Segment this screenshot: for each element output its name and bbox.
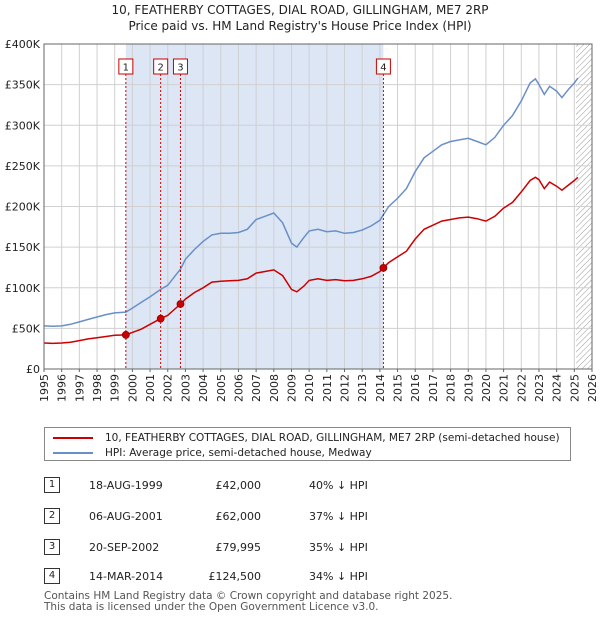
x-tick-label: 2017 — [427, 374, 440, 402]
x-tick-label: 2022 — [515, 374, 528, 402]
x-tick-label: 2012 — [339, 374, 352, 402]
legend-swatch-property — [53, 437, 93, 439]
y-tick-label: £150K — [5, 241, 41, 254]
x-tick-label: 2009 — [285, 374, 298, 402]
x-tick-label: 1996 — [56, 374, 69, 402]
y-tick-label: £50K — [12, 322, 41, 335]
x-tick-label: 2019 — [462, 374, 475, 402]
transaction-number: 4 — [44, 568, 60, 584]
y-tick-label: £100K — [5, 282, 41, 295]
transaction-row: 4 14-MAR-2014 £124,500 34% ↓ HPI — [44, 568, 584, 585]
series-line-property — [43, 176, 579, 345]
sale-marker-label: 2 — [157, 63, 163, 74]
sale-point — [156, 314, 165, 323]
transaction-price: £62,000 — [215, 510, 262, 523]
sale-marker-box — [172, 58, 188, 75]
x-tick-label: 2005 — [215, 374, 228, 402]
y-tick-label: £0 — [26, 363, 40, 376]
x-tick-label: 2007 — [250, 374, 263, 402]
footer-copyright: Contains HM Land Registry data © Crown c… — [44, 590, 453, 602]
x-tick-label: 2020 — [480, 374, 493, 402]
x-tick-label: 2002 — [162, 374, 175, 402]
transaction-hpi-diff: 34% ↓ HPI — [309, 570, 368, 583]
transaction-date: 14-MAR-2014 — [89, 570, 164, 583]
legend-label-hpi: HPI: Average price, semi-detached house,… — [105, 447, 372, 459]
transaction-row: 3 20-SEP-2002 £79,995 35% ↓ HPI — [44, 539, 584, 556]
transaction-price: £79,995 — [215, 541, 262, 554]
x-tick-label: 2024 — [551, 374, 564, 402]
y-tick-label: £400K — [5, 38, 41, 51]
y-tick-label: £200K — [5, 201, 41, 214]
sale-marker-box — [118, 58, 134, 75]
chart-subtitle: Price paid vs. HM Land Registry's House … — [128, 19, 472, 33]
x-tick-label: 2008 — [268, 374, 281, 402]
x-tick-label: 2013 — [356, 374, 369, 402]
x-tick-label: 2004 — [197, 374, 210, 402]
x-tick-label: 2016 — [409, 374, 422, 402]
legend-item-property: 10, FEATHERBY COTTAGES, DIAL ROAD, GILLI… — [53, 431, 560, 445]
sale-marker-box — [153, 58, 169, 75]
chart-title: 10, FEATHERBY COTTAGES, DIAL ROAD, GILLI… — [111, 3, 489, 17]
x-tick-label: 2001 — [144, 374, 157, 402]
legend-item-hpi: HPI: Average price, semi-detached house,… — [53, 446, 372, 460]
x-tick-label: 2025 — [568, 374, 581, 402]
sale-marker-label: 4 — [380, 63, 386, 74]
x-tick-label: 2018 — [445, 374, 458, 402]
series-line-hpi — [43, 77, 579, 328]
transaction-number: 2 — [44, 508, 60, 524]
transaction-date: 18-AUG-1999 — [89, 479, 163, 492]
legend: 10, FEATHERBY COTTAGES, DIAL ROAD, GILLI… — [44, 427, 571, 461]
y-tick-label: £300K — [5, 119, 41, 132]
sale-marker-box — [375, 58, 391, 75]
sale-point — [176, 300, 185, 308]
x-tick-label: 1997 — [73, 374, 86, 402]
x-tick-label: 2015 — [392, 374, 405, 402]
sale-marker-label: 1 — [123, 63, 129, 74]
transaction-number: 3 — [44, 539, 60, 555]
transaction-date: 06-AUG-2001 — [89, 510, 163, 523]
transaction-row: 2 06-AUG-2001 £62,000 37% ↓ HPI — [44, 508, 584, 525]
transaction-row: 1 18-AUG-1999 £42,000 40% ↓ HPI — [44, 477, 584, 494]
x-tick-label: 2014 — [374, 374, 387, 402]
x-tick-label: 2026 — [586, 374, 599, 402]
x-tick-label: 2011 — [321, 374, 334, 402]
legend-swatch-hpi — [53, 452, 93, 454]
legend-label-property: 10, FEATHERBY COTTAGES, DIAL ROAD, GILLI… — [105, 432, 560, 444]
sale-point — [121, 330, 130, 339]
x-tick-label: 2006 — [232, 374, 245, 402]
x-tick-label: 1995 — [38, 374, 51, 402]
price-chart: 1 2 3 4 £0 £50K £100K £150K £200K £250K £300K £350… — [5, 38, 599, 402]
transaction-date: 20-SEP-2002 — [89, 541, 160, 554]
sale-point — [379, 263, 388, 272]
footer-licence: This data is licensed under the Open Gov… — [44, 601, 379, 613]
transaction-hpi-diff: 35% ↓ HPI — [309, 541, 368, 554]
transaction-hpi-diff: 40% ↓ HPI — [309, 479, 368, 492]
transaction-number: 1 — [44, 477, 60, 493]
y-tick-label: £250K — [5, 160, 41, 173]
transaction-hpi-diff: 37% ↓ HPI — [309, 510, 368, 523]
plot-frame — [43, 43, 593, 370]
x-tick-label: 1998 — [91, 374, 104, 402]
x-tick-label: 1999 — [109, 374, 122, 402]
transaction-price: £124,500 — [208, 570, 262, 583]
x-tick-label: 2000 — [126, 374, 139, 402]
y-tick-label: £350K — [5, 79, 41, 92]
sale-marker-label: 3 — [177, 63, 183, 74]
x-tick-label: 2003 — [179, 374, 192, 402]
x-tick-label: 2021 — [498, 374, 511, 402]
transaction-price: £42,000 — [215, 479, 262, 492]
x-tick-label: 2010 — [303, 374, 316, 402]
x-tick-label: 2023 — [533, 374, 546, 402]
